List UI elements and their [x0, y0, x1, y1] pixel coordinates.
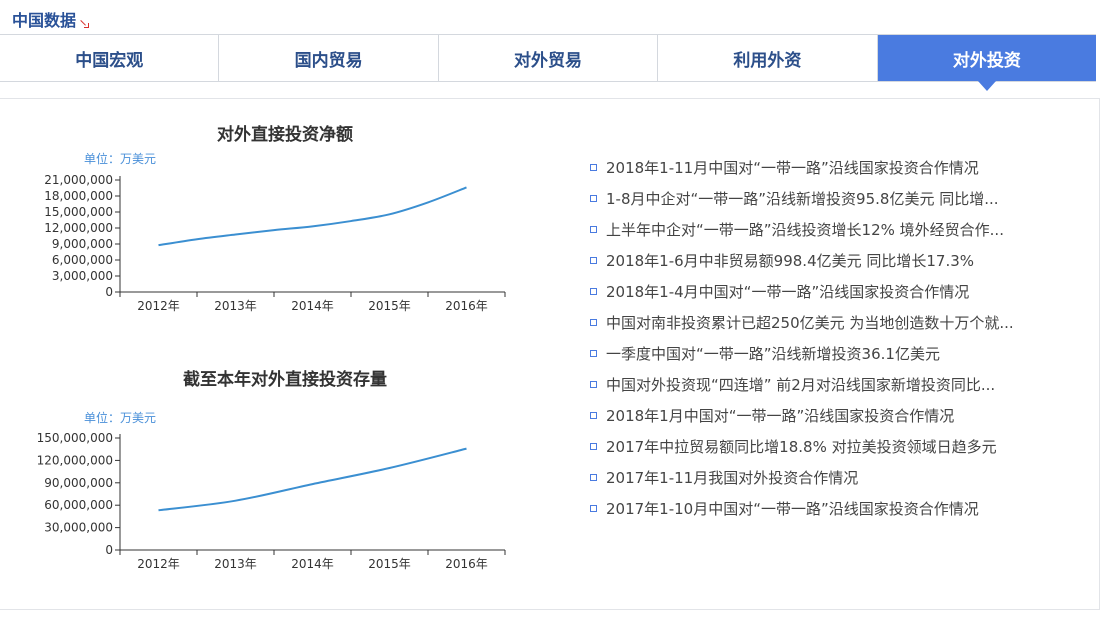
x-tick-label: 2013年	[214, 557, 257, 571]
news-item[interactable]: 上半年中企对“一带一路”沿线投资增长12% 境外经贸合作...	[590, 214, 1050, 245]
bullet-square-icon	[590, 319, 597, 326]
x-tick-label: 2014年	[291, 557, 334, 571]
news-item[interactable]: 2017年中拉贸易额同比增18.8% 对拉美投资领域日趋多元	[590, 431, 1050, 462]
x-tick-label: 2016年	[445, 557, 488, 571]
chart-title: 截至本年对外直接投资存量	[183, 369, 387, 390]
y-tick-label: 60,000,000	[44, 498, 113, 512]
y-tick-label: 12,000,000	[44, 221, 113, 235]
tab-outward-investment[interactable]: 对外投资	[877, 35, 1097, 91]
news-item[interactable]: 2018年1-6月中非贸易额998.4亿美元 同比增长17.3%	[590, 245, 1050, 276]
bullet-square-icon	[590, 412, 597, 419]
news-link[interactable]: 2017年1-10月中国对“一带一路”沿线国家投资合作情况	[606, 500, 979, 518]
y-tick-label: 15,000,000	[44, 205, 113, 219]
news-link[interactable]: 一季度中国对“一带一路”沿线新增投资36.1亿美元	[606, 345, 940, 363]
y-tick-label: 30,000,000	[44, 521, 113, 535]
bullet-square-icon	[590, 350, 597, 357]
y-tick-label: 0	[105, 543, 113, 557]
news-link[interactable]: 中国对南非投资累计已超250亿美元 为当地创造数十万个就...	[606, 314, 1014, 332]
bullet-square-icon	[590, 257, 597, 264]
x-tick-label: 2012年	[137, 557, 180, 571]
news-link[interactable]: 2018年1-11月中国对“一带一路”沿线国家投资合作情况	[606, 159, 979, 177]
series-line	[158, 186, 467, 247]
news-link[interactable]: 2018年1-4月中国对“一带一路”沿线国家投资合作情况	[606, 283, 970, 301]
section-header: 中国数据	[12, 6, 90, 32]
tab-bar: 中国宏观 国内贸易 对外贸易 利用外资 对外投资	[0, 34, 1097, 91]
y-tick-label: 6,000,000	[52, 253, 113, 267]
y-tick-label: 9,000,000	[52, 237, 113, 251]
chart-title: 对外直接投资净额	[217, 124, 353, 145]
news-link[interactable]: 中国对外投资现“四连增” 前2月对沿线国家新增投资同比...	[606, 376, 996, 394]
y-tick-label: 0	[105, 285, 113, 299]
unit-label: 单位：万美元	[84, 410, 156, 425]
news-item[interactable]: 1-8月中企对“一带一路”沿线新增投资95.8亿美元 同比增...	[590, 183, 1050, 214]
news-link[interactable]: 1-8月中企对“一带一路”沿线新增投资95.8亿美元 同比增...	[606, 190, 999, 208]
bullet-square-icon	[590, 505, 597, 512]
tab-china-macro[interactable]: 中国宏观	[0, 35, 220, 81]
news-link[interactable]: 上半年中企对“一带一路”沿线投资增长12% 境外经贸合作...	[606, 221, 1004, 239]
x-tick-label: 2015年	[368, 557, 411, 571]
bullet-square-icon	[590, 226, 597, 233]
y-tick-label: 120,000,000	[37, 453, 113, 467]
news-item[interactable]: 2018年1-4月中国对“一带一路”沿线国家投资合作情况	[590, 276, 1050, 307]
x-tick-label: 2015年	[368, 299, 411, 313]
x-tick-label: 2014年	[291, 299, 334, 313]
y-tick-label: 21,000,000	[44, 173, 113, 187]
bullet-square-icon	[590, 474, 597, 481]
x-tick-label: 2012年	[137, 299, 180, 313]
news-item[interactable]: 2017年1-11月我国对外投资合作情况	[590, 462, 1050, 493]
more-arrow-icon[interactable]	[81, 20, 90, 28]
bullet-square-icon	[590, 443, 597, 450]
news-item[interactable]: 一季度中国对“一带一路”沿线新增投资36.1亿美元	[590, 338, 1050, 369]
news-item[interactable]: 2018年1-11月中国对“一带一路”沿线国家投资合作情况	[590, 152, 1050, 183]
tab-domestic-trade[interactable]: 国内贸易	[219, 35, 439, 81]
bullet-square-icon	[590, 288, 597, 295]
news-item[interactable]: 中国对外投资现“四连增” 前2月对沿线国家新增投资同比...	[590, 369, 1050, 400]
news-list: 2018年1-11月中国对“一带一路”沿线国家投资合作情况 1-8月中企对“一带一…	[590, 152, 1050, 524]
x-tick-label: 2013年	[214, 299, 257, 313]
y-tick-label: 90,000,000	[44, 476, 113, 490]
bullet-square-icon	[590, 381, 597, 388]
y-tick-label: 150,000,000	[37, 431, 113, 445]
investment-stock-chart: 截至本年对外直接投资存量单位：万美元 0 30,000,000 60,000,000 9…	[0, 362, 560, 582]
tab-foreign-trade[interactable]: 对外贸易	[439, 35, 659, 81]
unit-label: 单位：万美元	[84, 151, 156, 166]
news-link[interactable]: 2018年1月中国对“一带一路”沿线国家投资合作情况	[606, 407, 955, 425]
x-tick-label: 2016年	[445, 299, 488, 313]
tab-foreign-investment-use[interactable]: 利用外资	[658, 35, 878, 81]
bullet-square-icon	[590, 195, 597, 202]
net-investment-chart: 对外直接投资净额单位：万美元 0 3,000,000 6,000,000 9,000,0…	[0, 112, 560, 322]
news-link[interactable]: 2017年中拉贸易额同比增18.8% 对拉美投资领域日趋多元	[606, 438, 997, 456]
news-item[interactable]: 中国对南非投资累计已超250亿美元 为当地创造数十万个就...	[590, 307, 1050, 338]
news-link[interactable]: 2018年1-6月中非贸易额998.4亿美元 同比增长17.3%	[606, 252, 975, 270]
y-tick-label: 3,000,000	[52, 269, 113, 283]
bullet-square-icon	[590, 164, 597, 171]
news-item[interactable]: 2017年1-10月中国对“一带一路”沿线国家投资合作情况	[590, 493, 1050, 524]
news-link[interactable]: 2017年1-11月我国对外投资合作情况	[606, 469, 859, 487]
series-line	[158, 447, 467, 512]
y-tick-label: 18,000,000	[44, 189, 113, 203]
section-title[interactable]: 中国数据	[12, 11, 77, 30]
news-item[interactable]: 2018年1月中国对“一带一路”沿线国家投资合作情况	[590, 400, 1050, 431]
content-panel	[0, 98, 1100, 610]
